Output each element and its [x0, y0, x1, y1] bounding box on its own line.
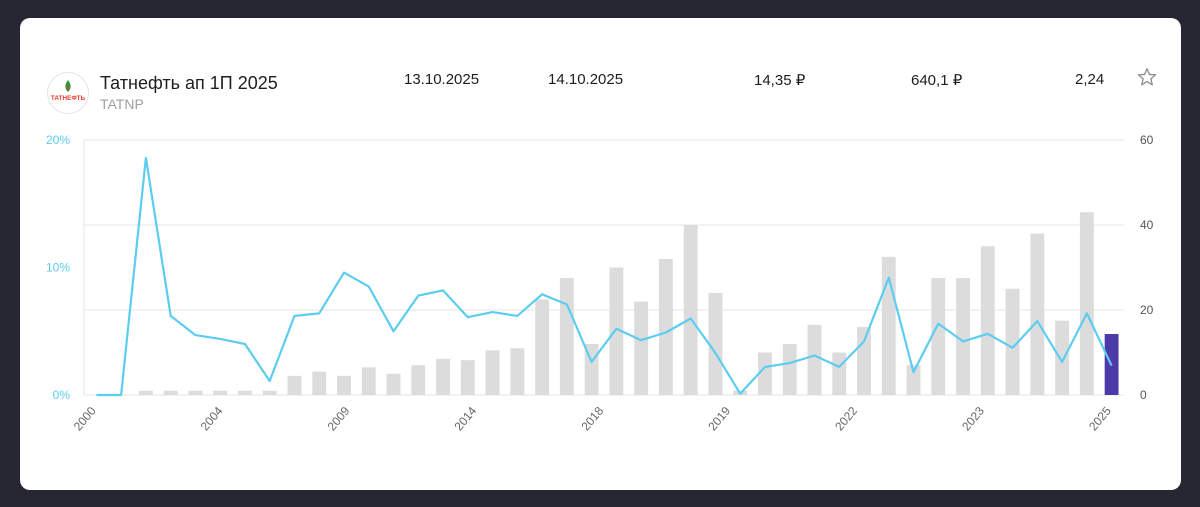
- bar: [782, 344, 797, 395]
- bar: [238, 390, 252, 395]
- security-title: Татнефть ап 1П 2025: [100, 73, 278, 93]
- bar: [386, 373, 401, 395]
- date-cutoff: 14.10.2025: [548, 71, 624, 88]
- bar: [262, 390, 277, 395]
- bar: [312, 371, 327, 395]
- bar: [758, 352, 772, 395]
- yield-line: [96, 156, 1113, 397]
- bar: [980, 246, 995, 395]
- security-ticker: TATNP: [100, 96, 144, 112]
- date-registry: 13.10.2025: [404, 71, 480, 88]
- bar: [807, 324, 822, 395]
- dividend-amount: 14,35 ₽: [754, 72, 806, 89]
- x-tick-label: 2022: [832, 404, 860, 434]
- share-price: 640,1 ₽: [911, 72, 963, 89]
- bar: [337, 375, 351, 395]
- bar: [436, 358, 450, 395]
- bar: [1079, 212, 1094, 395]
- x-tick-label: 2004: [198, 404, 226, 434]
- bar: [188, 390, 203, 395]
- bar: [906, 365, 921, 395]
- x-tick-label: 2009: [325, 404, 353, 434]
- bar: [213, 390, 228, 395]
- bar: [485, 350, 500, 395]
- svg-text:ТАТНЕФТЬ: ТАТНЕФТЬ: [51, 95, 86, 102]
- dividend-yield: 2,24: [1075, 71, 1105, 88]
- left-axis-tick-label: 10%: [46, 261, 70, 275]
- tatneft-logo-icon: ТАТНЕФТЬ: [51, 80, 86, 102]
- bar: [956, 278, 970, 395]
- bar: [708, 293, 723, 395]
- x-tick-label: 2014: [452, 404, 480, 434]
- bar: [931, 278, 946, 395]
- bar: [1030, 233, 1045, 395]
- x-tick-label: 2018: [578, 404, 606, 434]
- bar: [163, 390, 178, 395]
- dividend-chart: 0 20 40 60 0% 10% 20% 2000 2004 2009 2014 2018 2019 2…: [46, 133, 1154, 434]
- x-tick-label: 2025: [1086, 404, 1114, 434]
- bar: [138, 390, 153, 395]
- left-axis-tick-label: 20%: [46, 133, 70, 147]
- favorite-star-icon[interactable]: [1136, 66, 1158, 88]
- bar: [1055, 320, 1070, 395]
- bar: [411, 365, 426, 395]
- bar: [634, 301, 649, 395]
- company-logo: ТАТНЕФТЬ: [48, 73, 88, 113]
- right-axis-tick-label: 20: [1140, 303, 1154, 317]
- bar: [832, 352, 847, 395]
- right-axis-tick-label: 40: [1140, 218, 1154, 232]
- x-tick-label: 2019: [705, 404, 733, 434]
- bar: [510, 348, 525, 395]
- bar: [857, 327, 871, 395]
- bar: [658, 259, 673, 395]
- bar: [1005, 288, 1020, 395]
- dividend-card: ТАТНЕФТЬ Татнефть ап 1П 2025 TATNP 13.10…: [20, 18, 1181, 490]
- bar: [361, 367, 376, 395]
- right-axis-tick-label: 0: [1140, 388, 1147, 402]
- bar: [287, 375, 302, 395]
- bar: [460, 360, 475, 395]
- left-axis-tick-label: 0%: [53, 388, 71, 402]
- bar: [535, 299, 550, 395]
- bar: [683, 225, 698, 395]
- bar: [559, 278, 574, 395]
- x-tick-label: 2023: [959, 404, 987, 434]
- x-tick-label: 2000: [71, 404, 99, 434]
- right-axis-tick-label: 60: [1140, 133, 1154, 147]
- bar: [609, 267, 624, 395]
